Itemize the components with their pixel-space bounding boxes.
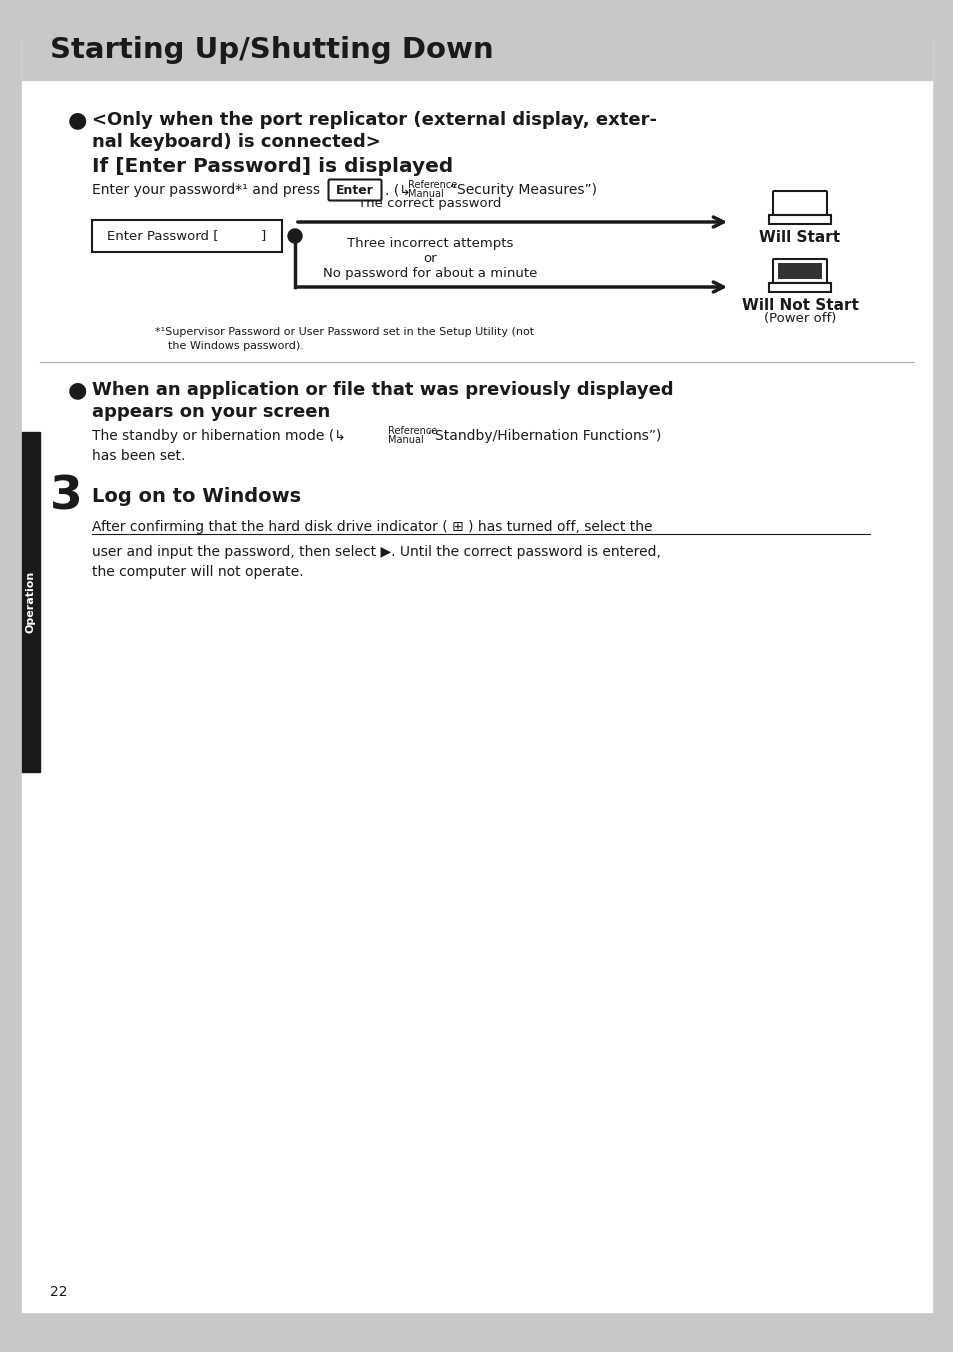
Text: the Windows password).: the Windows password). — [168, 341, 304, 352]
Text: or: or — [423, 253, 436, 265]
Bar — [778, 264, 821, 279]
Text: 3: 3 — [50, 475, 83, 519]
Text: Three incorrect attempts: Three incorrect attempts — [347, 238, 513, 250]
Text: No password for about a minute: No password for about a minute — [322, 268, 537, 280]
Text: Operation: Operation — [26, 571, 36, 633]
Text: Manual: Manual — [408, 189, 443, 199]
Bar — [768, 215, 830, 224]
Text: ●: ● — [68, 380, 88, 400]
Text: *¹Supervisor Password or User Password set in the Setup Utility (not: *¹Supervisor Password or User Password s… — [154, 327, 534, 337]
Text: 22: 22 — [50, 1284, 68, 1299]
Bar — [22, 433, 40, 772]
Bar — [91, 220, 282, 251]
Text: The correct password: The correct password — [358, 197, 501, 211]
Text: Enter your password*¹ and press: Enter your password*¹ and press — [91, 183, 319, 197]
Bar — [22, 20, 931, 80]
FancyBboxPatch shape — [328, 180, 381, 200]
Text: <Only when the port replicator (external display, exter-: <Only when the port replicator (external… — [91, 111, 657, 128]
Text: nal keyboard) is connected>: nal keyboard) is connected> — [91, 132, 380, 151]
Text: appears on your screen: appears on your screen — [91, 403, 330, 420]
Text: user and input the password, then select ▶. Until the correct password is entere: user and input the password, then select… — [91, 545, 660, 558]
Text: The standby or hibernation mode (↳: The standby or hibernation mode (↳ — [91, 429, 346, 443]
Text: Reference: Reference — [388, 426, 436, 435]
Text: “Security Measures”): “Security Measures”) — [450, 183, 597, 197]
Text: Enter Password [          ]: Enter Password [ ] — [108, 230, 266, 242]
Text: “Standby/Hibernation Functions”): “Standby/Hibernation Functions”) — [428, 429, 660, 443]
Text: the computer will not operate.: the computer will not operate. — [91, 565, 303, 579]
FancyBboxPatch shape — [772, 260, 826, 283]
Text: Log on to Windows: Log on to Windows — [91, 488, 301, 507]
Text: has been set.: has been set. — [91, 449, 185, 462]
Text: After confirming that the hard disk drive indicator ( ⊞ ) has turned off, select: After confirming that the hard disk driv… — [91, 521, 652, 534]
Text: Enter: Enter — [335, 184, 374, 196]
Bar — [768, 283, 830, 292]
Text: If [Enter Password] is displayed: If [Enter Password] is displayed — [91, 157, 453, 176]
Text: Manual: Manual — [388, 435, 423, 445]
Text: When an application or file that was previously displayed: When an application or file that was pre… — [91, 381, 673, 399]
Text: ●: ● — [68, 110, 88, 130]
FancyBboxPatch shape — [772, 191, 826, 215]
Text: Will Not Start: Will Not Start — [740, 297, 858, 314]
Text: (Power off): (Power off) — [763, 312, 836, 324]
Text: Starting Up/Shutting Down: Starting Up/Shutting Down — [50, 37, 493, 64]
Text: Reference: Reference — [408, 180, 456, 191]
Text: . (↳: . (↳ — [385, 183, 411, 197]
Text: Will Start: Will Start — [759, 230, 840, 245]
Circle shape — [288, 228, 302, 243]
